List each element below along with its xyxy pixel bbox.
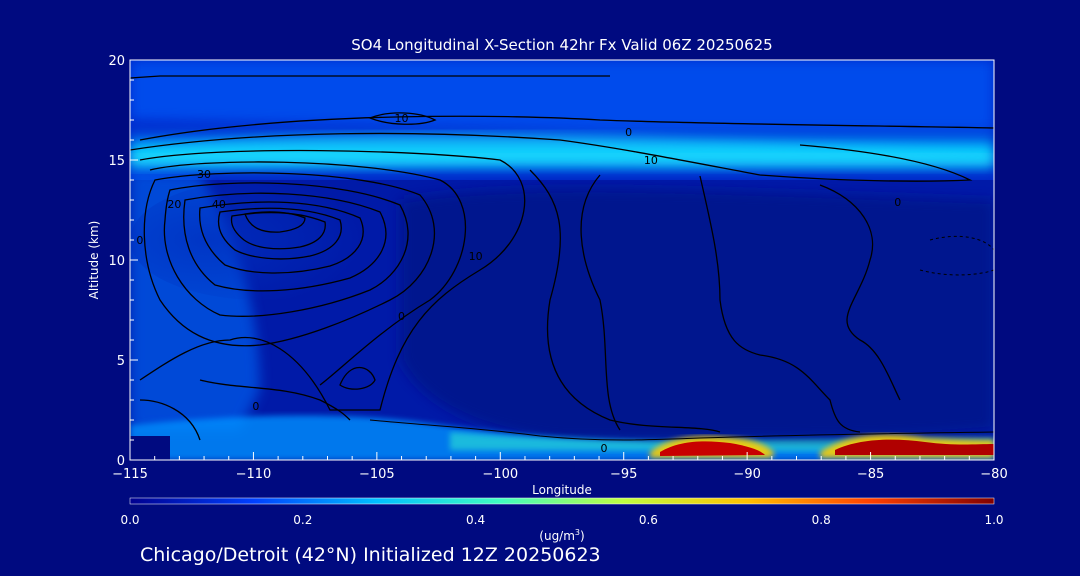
x-tick-label: −90	[733, 467, 760, 482]
x-tick-label: −85	[857, 467, 884, 482]
contour-line	[199, 201, 364, 274]
field-dark-region	[400, 188, 994, 440]
contour-label: 0	[600, 442, 607, 455]
x-tick-label: −100	[482, 467, 518, 482]
colorbar-tick-label: 0.6	[639, 513, 658, 527]
y-axis-label: Altitude (km)	[87, 221, 101, 300]
hotspot-west	[660, 441, 765, 456]
contour-label: 0	[252, 400, 259, 413]
contour-line	[217, 207, 342, 260]
terrain-mask	[130, 436, 170, 460]
colorbar: 0.0 0.2 0.4 0.6 0.8 1.0 (ug/m3)	[120, 497, 1004, 543]
contour-line	[139, 149, 526, 411]
contour-label: 10	[469, 250, 483, 263]
run-annotation: Chicago/Detroit (42°N) Initialized 12Z 2…	[140, 544, 601, 566]
hotspot-east	[835, 439, 994, 455]
contour-line	[339, 366, 376, 390]
contour-label: 40	[212, 198, 226, 211]
contour-line	[139, 115, 994, 141]
contour-line	[183, 192, 387, 292]
y-tick-label: 0	[117, 454, 125, 469]
x-tick-label: −95	[610, 467, 637, 482]
field-plume-core	[130, 180, 390, 300]
contour-label: 30	[197, 168, 211, 181]
colorbar-tick-label: 1.0	[984, 513, 1003, 527]
contour-line	[919, 235, 994, 276]
field-upper-layer	[130, 60, 994, 130]
colorbar-tick-label: 0.8	[812, 513, 831, 527]
colorbar-ticks: 0.0 0.2 0.4 0.6 0.8 1.0	[120, 513, 1003, 527]
colorbar-bar	[129, 497, 995, 505]
contour-label: 10	[395, 112, 409, 125]
x-tick-label: −110	[236, 467, 272, 482]
contour-lines	[130, 75, 994, 441]
contour-line	[244, 211, 306, 233]
colorbar-tick-label: 0.2	[293, 513, 312, 527]
y-axis: 0 5 10 15 20	[108, 54, 138, 469]
colorbar-tick-label: 0.0	[120, 513, 139, 527]
y-tick-label: 15	[108, 154, 125, 169]
contour-line	[580, 174, 621, 431]
contour-line	[199, 379, 351, 421]
contour-line	[149, 161, 467, 386]
contour-line	[529, 169, 721, 433]
x-tick-label: −115	[112, 467, 148, 482]
contour-label: 0	[894, 196, 901, 209]
x-tick-label: −105	[359, 467, 395, 482]
contour-label: 0	[625, 126, 632, 139]
contour-label: 10	[644, 154, 658, 167]
y-tick-label: 5	[117, 354, 125, 369]
y-tick-label: 20	[108, 54, 125, 69]
contour-line	[130, 132, 973, 182]
contour-line	[369, 419, 994, 441]
x-tick-label: −80	[980, 467, 1007, 482]
colorbar-unit-close: )	[580, 529, 585, 543]
contour-line	[699, 175, 861, 433]
contour-labels: 10 0 10 30 20 40 0 10 0 0 0 0	[136, 112, 901, 455]
contour-label: 0	[398, 310, 405, 323]
contour-label: 20	[167, 198, 181, 211]
colorbar-unit-text: (ug/m	[539, 529, 575, 543]
colorbar-tick-label: 0.4	[466, 513, 485, 527]
contour-line	[368, 112, 437, 125]
contour-line	[819, 184, 901, 401]
contour-line	[163, 182, 409, 317]
chart-title: SO4 Longitudinal X-Section 42hr Fx Valid…	[351, 36, 772, 54]
colorbar-unit-label: (ug/m3)	[539, 528, 584, 543]
y-tick-label: 10	[108, 254, 125, 269]
x-axis-label: Longitude	[532, 483, 592, 497]
contour-label: 0	[136, 234, 143, 247]
contour-line	[143, 172, 436, 347]
x-axis: −115 −110 −105 −100 −95 −90 −85 −80	[112, 452, 1008, 482]
plot-area: 10 0 10 30 20 40 0 10 0 0 0 0	[130, 60, 994, 460]
field-band-core	[130, 133, 994, 170]
colorbar-unit-superscript: 3	[575, 528, 580, 537]
contour-line	[139, 399, 201, 441]
